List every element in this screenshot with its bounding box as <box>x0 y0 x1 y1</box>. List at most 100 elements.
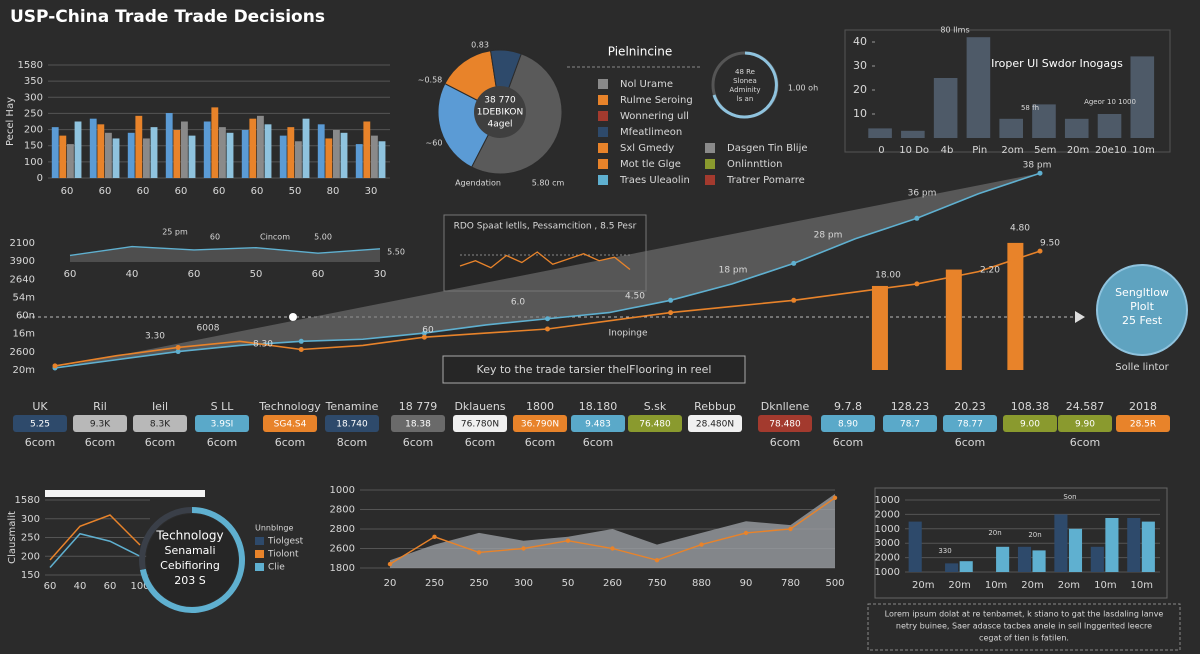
center-text: 4agel <box>488 120 513 130</box>
annotation: 4.50 <box>625 292 645 302</box>
legend-swatch <box>598 111 608 121</box>
tile-chip <box>571 415 625 432</box>
tile-label: 9.7.8 <box>834 400 862 413</box>
x-tick-label: 20m <box>1067 145 1089 156</box>
y-tick-label: 40 <box>853 35 867 48</box>
point <box>421 330 427 336</box>
tile-sub: 6com <box>833 436 864 449</box>
annotation: 58 fh <box>1021 104 1039 112</box>
x-tick-label: 40 <box>126 269 139 280</box>
tile-label: Tenamine <box>325 400 379 413</box>
annotation: Son <box>1063 493 1076 501</box>
x-tick-label: 60 <box>175 186 188 197</box>
y-tick-label: 1580 <box>15 495 40 506</box>
bar <box>67 144 74 178</box>
annotation: Cincom <box>260 233 290 242</box>
y-tick-label: 16m <box>13 329 35 340</box>
point <box>52 363 58 369</box>
tile-sub: 6com <box>85 436 116 449</box>
y-tick-label: 250 <box>21 533 40 544</box>
gauge-side: 1.00 oh <box>788 84 818 93</box>
point <box>476 550 482 555</box>
point <box>791 260 797 266</box>
tile-label: Rebbup <box>694 400 736 413</box>
x-tick-label: 60 <box>44 581 57 592</box>
tile-label: S LL <box>211 400 235 413</box>
x-tick-label: 250 <box>425 578 444 589</box>
legend-label: Clie <box>268 563 285 573</box>
y-tick-label: 1000 <box>875 567 900 578</box>
bar <box>378 141 386 178</box>
x-tick-label: 780 <box>781 578 800 589</box>
tile-chip <box>195 415 249 432</box>
y-tick-label: 1000 <box>875 524 900 535</box>
tile-value: 8.90 <box>838 420 858 430</box>
donut-segment <box>139 507 245 613</box>
bar <box>908 521 922 572</box>
annotation: 9.50 <box>1040 239 1060 249</box>
x-tick-label: 20e10 <box>1095 145 1127 156</box>
y-tick-label: 60n <box>16 311 35 322</box>
legend-label: Tiolgest <box>267 537 304 547</box>
bar <box>868 128 892 138</box>
tile-value: 9.3K <box>90 420 111 430</box>
bar <box>1090 546 1104 572</box>
annotation: ~60 <box>426 139 443 148</box>
tile-label: 1800 <box>526 400 554 413</box>
donut-hole <box>146 514 238 606</box>
legend-label: Traes Uleaolin <box>619 175 690 186</box>
tile-label: 108.38 <box>1011 400 1050 413</box>
bar <box>1017 546 1032 572</box>
annotation: Inopinge <box>608 329 647 339</box>
tile-value: 18.38 <box>405 420 431 430</box>
bar <box>901 130 925 138</box>
gauge-text: 48 Re <box>735 68 755 76</box>
y-tick-label: 1580 <box>18 60 43 71</box>
x-tick-label: 50 <box>250 269 263 280</box>
tile-sub: 6com <box>145 436 176 449</box>
line <box>49 532 141 568</box>
bar <box>340 132 348 178</box>
tile-value: 9.483 <box>585 420 611 430</box>
tile-value: 28.480N <box>696 420 734 430</box>
x-tick-label: 10m <box>1094 580 1116 591</box>
tile-value: 3.9SI <box>211 420 234 430</box>
tile-chip <box>513 415 567 432</box>
bar <box>959 561 973 572</box>
point <box>175 349 181 355</box>
chart-title: Iroper Ul Swdor Inogags <box>991 57 1123 70</box>
tile-value: 28.5R <box>1130 420 1156 430</box>
bar <box>1130 56 1155 138</box>
bar <box>1032 550 1046 572</box>
tile-label: 2018 <box>1129 400 1157 413</box>
y-tick-label: 0 <box>37 173 43 184</box>
y-tick-label: 3000 <box>875 538 900 549</box>
point <box>914 281 920 287</box>
point <box>654 558 660 563</box>
bar <box>112 138 120 178</box>
marker-dot <box>289 313 297 321</box>
x-tick-label: Pin <box>972 145 987 156</box>
tile-sub: 6com <box>583 436 614 449</box>
y-tick-label: 300 <box>21 514 40 525</box>
bar <box>59 135 67 178</box>
point <box>175 344 181 350</box>
y-tick-label: 350 <box>24 76 43 87</box>
point <box>668 310 674 316</box>
legend-swatch <box>598 127 608 137</box>
x-tick-label: 250 <box>469 578 488 589</box>
header-bar <box>45 490 205 497</box>
point <box>788 526 793 532</box>
tile-value: 5.25 <box>30 420 50 430</box>
tile-value: 78.480 <box>769 420 801 430</box>
bar <box>135 115 143 178</box>
callout-caption: Solle lintor <box>1115 362 1169 373</box>
legend-swatch <box>255 563 264 571</box>
legend-swatch <box>598 95 608 105</box>
x-tick-label: 0 <box>878 145 884 156</box>
legend-label: Tratrer Pomarre <box>726 175 805 186</box>
area-shade <box>70 246 380 262</box>
y-tick-label: 250 <box>24 108 43 119</box>
bar <box>945 269 962 370</box>
